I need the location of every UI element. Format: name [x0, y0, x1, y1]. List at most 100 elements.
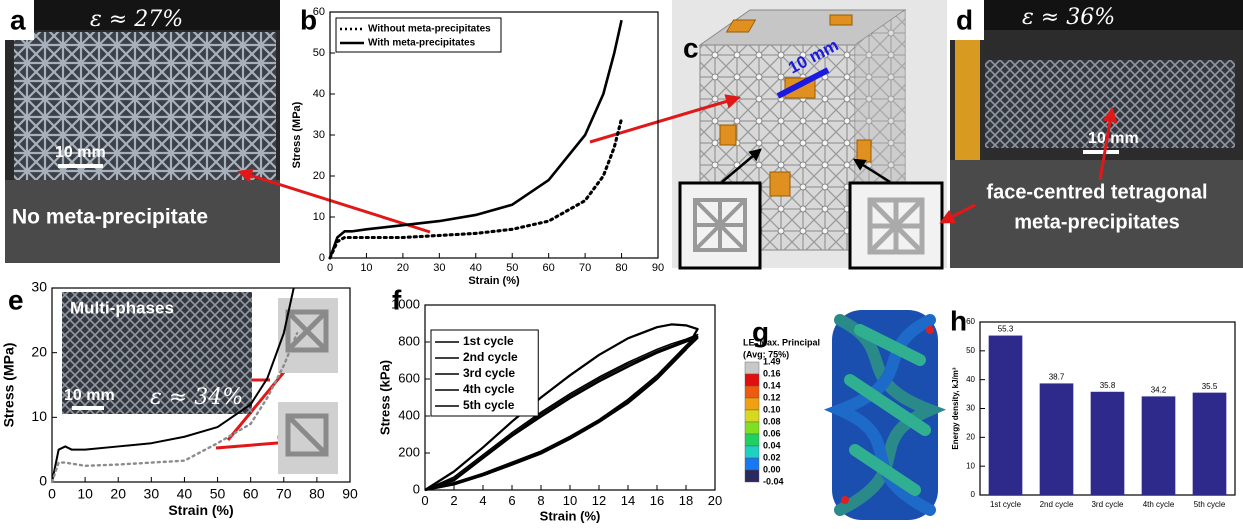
bar: [1192, 392, 1227, 495]
colorbar-label: 0.08: [763, 416, 781, 426]
x-tick-label: 90: [652, 262, 664, 274]
photo-d: [950, 0, 1243, 268]
plot-frame: [51, 287, 351, 483]
colorbar-label: 0.02: [763, 452, 781, 462]
y-tick-label: 0: [413, 481, 420, 496]
scale-label: 10 mm: [55, 144, 106, 161]
colorbar-label: 0.14: [763, 380, 781, 390]
colorbar-swatch: [744, 421, 760, 435]
x-tick-label: 60: [243, 485, 259, 501]
colorbar-swatch: [744, 445, 760, 459]
x-tick-label: 10: [360, 262, 372, 274]
legend-label: 4th cycle: [463, 382, 515, 396]
colorbar-swatch: [744, 433, 760, 447]
y-tick-label: 20: [31, 343, 47, 359]
value-label: 35.5: [1202, 382, 1218, 391]
panel-label: e: [8, 284, 24, 315]
strain-label: ε ≈ 34%: [150, 385, 243, 410]
scale-label: 10 mm: [1088, 130, 1139, 147]
x-tick-label: 0: [421, 493, 428, 508]
y-tick-label: 40: [966, 375, 975, 384]
y-tick-label: 0: [39, 473, 47, 489]
bar: [1141, 396, 1176, 495]
x-tick-label: 2nd cycle: [1040, 500, 1074, 509]
strain-label: ε ≈ 36%: [1022, 5, 1115, 30]
photo-caption: meta-precipitates: [1014, 211, 1180, 233]
legend-label: 2nd cycle: [463, 350, 518, 364]
y-tick-label: 30: [966, 404, 975, 413]
x-tick-label: 40: [470, 262, 482, 274]
x-tick-label: 12: [592, 493, 606, 508]
y-tick-label: 800: [398, 333, 420, 348]
scale-bar: [1083, 150, 1119, 154]
value-label: 35.8: [1100, 381, 1116, 390]
legend-box: [430, 329, 539, 417]
x-tick-label: 0: [327, 262, 333, 274]
x-tick-label: 0: [48, 485, 56, 501]
series-line: [50, 332, 299, 484]
colorbar-swatch: [744, 469, 760, 483]
y-axis-label: Energy density, kJ/m³: [951, 367, 960, 449]
x-tick-label: 20: [708, 493, 722, 508]
series-line: [424, 335, 699, 491]
y-tick-label: 200: [398, 444, 420, 459]
y-tick-label: 20: [313, 170, 325, 182]
model-c: [672, 0, 947, 270]
series-line: [424, 333, 699, 491]
y-tick-label: 50: [966, 346, 975, 355]
x-axis-label: Strain (%): [540, 509, 601, 524]
x-tick-label: 20: [397, 262, 409, 274]
panel-label: h: [950, 305, 967, 336]
x-tick-label: 4: [479, 493, 486, 508]
x-tick-label: 60: [543, 262, 555, 274]
x-tick-label: 16: [650, 493, 664, 508]
y-tick-label: 0: [971, 490, 976, 499]
y-tick-label: 400: [398, 407, 420, 422]
bar: [988, 335, 1023, 495]
x-tick-label: 80: [309, 485, 325, 501]
panel-label: g: [752, 316, 769, 347]
series-line: [328, 19, 623, 259]
colorbar-label: 0.12: [763, 392, 781, 402]
bar: [1039, 383, 1074, 495]
panel-label: b: [300, 4, 317, 35]
x-tick-label: 4th cycle: [1143, 500, 1175, 509]
colorbar-label: 0.00: [763, 464, 781, 474]
y-tick-label: 40: [313, 88, 325, 100]
strain-label: ε ≈ 27%: [90, 7, 183, 32]
y-axis-label: Stress (MPa): [291, 101, 303, 168]
inset-photo-e: [62, 292, 338, 474]
x-tick-label: 14: [621, 493, 635, 508]
x-tick-label: 30: [144, 485, 160, 501]
value-label: 34.2: [1151, 385, 1167, 394]
x-tick-label: 20: [110, 485, 126, 501]
colorbar-label: 0.16: [763, 368, 781, 378]
colorbar-label: 1.49: [763, 356, 781, 366]
x-axis-label: Strain (%): [468, 275, 520, 287]
y-tick-label: 600: [398, 370, 420, 385]
x-tick-label: 80: [615, 262, 627, 274]
series-line: [51, 287, 295, 483]
colorbar-subtitle: (Avg: 75%): [743, 349, 789, 359]
x-tick-label: 70: [579, 262, 591, 274]
y-tick-label: 20: [966, 432, 975, 441]
photo-a: [0, 0, 280, 263]
y-tick-label: 1000: [391, 296, 420, 311]
x-tick-label: 18: [679, 493, 693, 508]
panel-label: c: [683, 32, 699, 63]
x-tick-label: 8: [537, 493, 544, 508]
y-tick-label: 50: [313, 47, 325, 59]
photo-caption: No meta-precipitate: [12, 206, 208, 229]
x-tick-label: 10: [563, 493, 577, 508]
x-tick-label: 3rd cycle: [1091, 500, 1124, 509]
x-tick-label: 50: [506, 262, 518, 274]
panel-label: f: [392, 284, 402, 315]
x-tick-label: 10: [77, 485, 93, 501]
model-g: [823, 310, 947, 520]
y-tick-label: 10: [31, 408, 47, 424]
x-tick-label: 6: [508, 493, 515, 508]
colorbar-swatch: [744, 373, 760, 387]
scale-bar: [58, 164, 103, 168]
colorbar-label: -0.04: [763, 476, 784, 486]
